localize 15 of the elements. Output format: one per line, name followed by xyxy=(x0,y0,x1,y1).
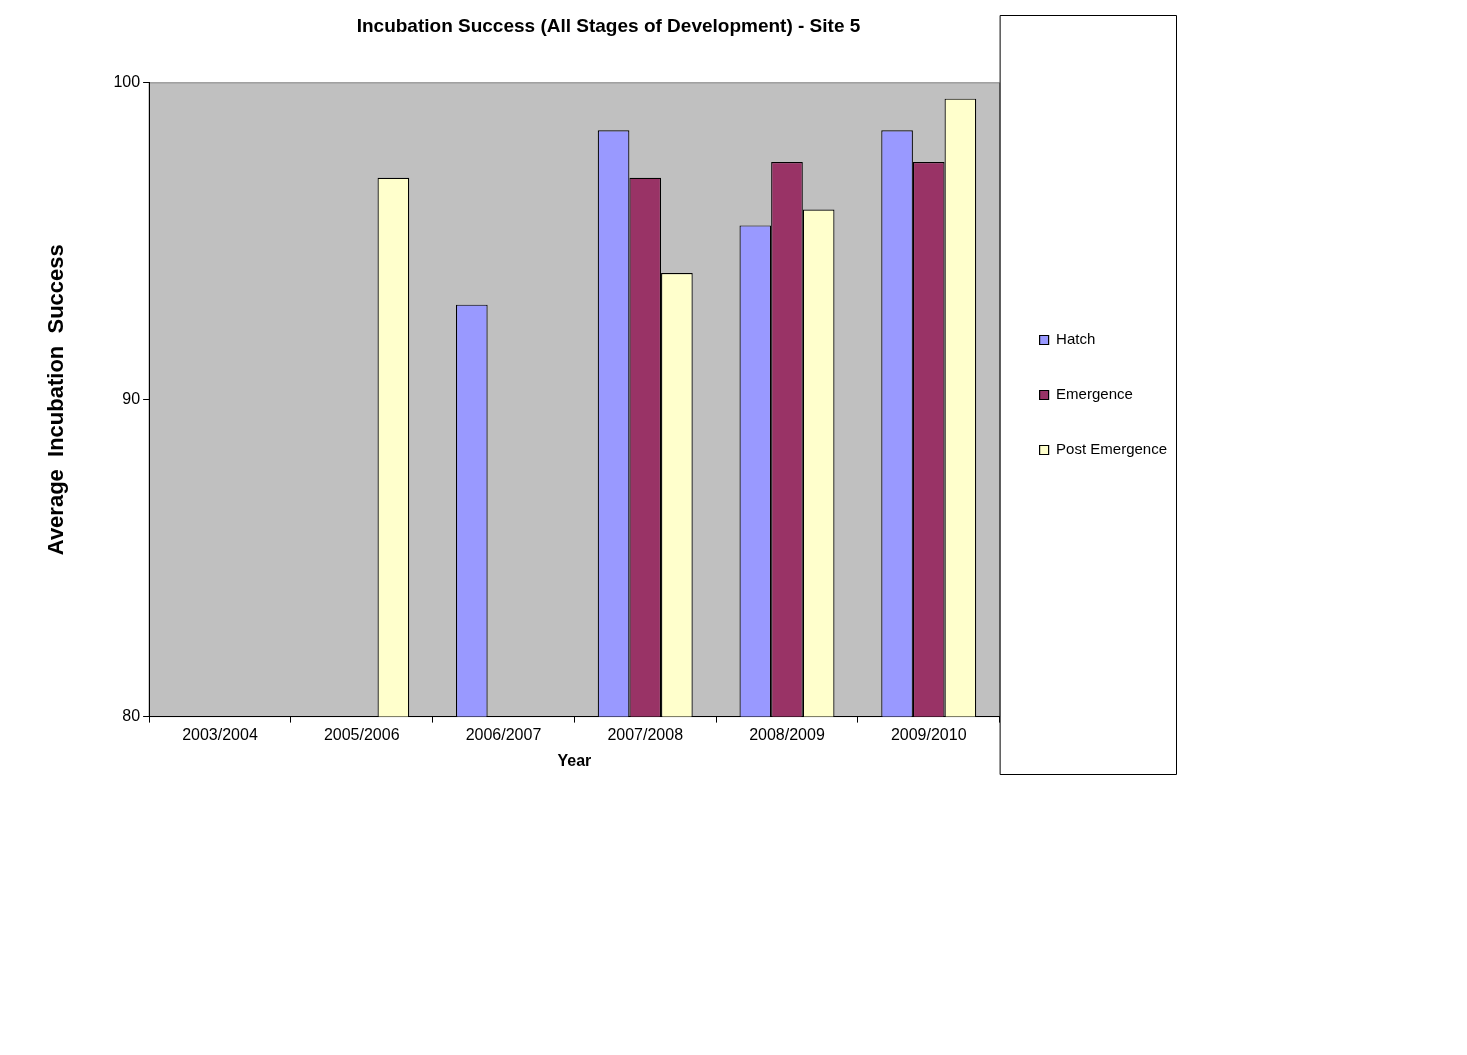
y-axis-title: Average Incubation Success xyxy=(43,244,69,556)
legend-label: Hatch xyxy=(1056,330,1096,348)
y-tick-label: 90 xyxy=(122,390,141,408)
x-tick-label: 2008/2009 xyxy=(749,725,825,743)
chart-title: Incubation Success (All Stages of Development) - Site 5 xyxy=(356,14,861,36)
y-tick-label: 80 xyxy=(122,707,141,725)
y-tick-label: 100 xyxy=(113,73,141,91)
x-tick-label: 2006/2007 xyxy=(465,725,542,743)
x-tick-label: 2003/2004 xyxy=(182,725,258,743)
legend-label: Post Emergence xyxy=(1056,440,1167,458)
x-tick-label: 2009/2010 xyxy=(890,725,967,743)
x-tick-label: 2007/2008 xyxy=(607,725,684,743)
x-tick-label: 2005/2006 xyxy=(323,725,400,743)
legend-label: Emergence xyxy=(1056,385,1133,403)
x-axis-title: Year xyxy=(557,751,592,769)
